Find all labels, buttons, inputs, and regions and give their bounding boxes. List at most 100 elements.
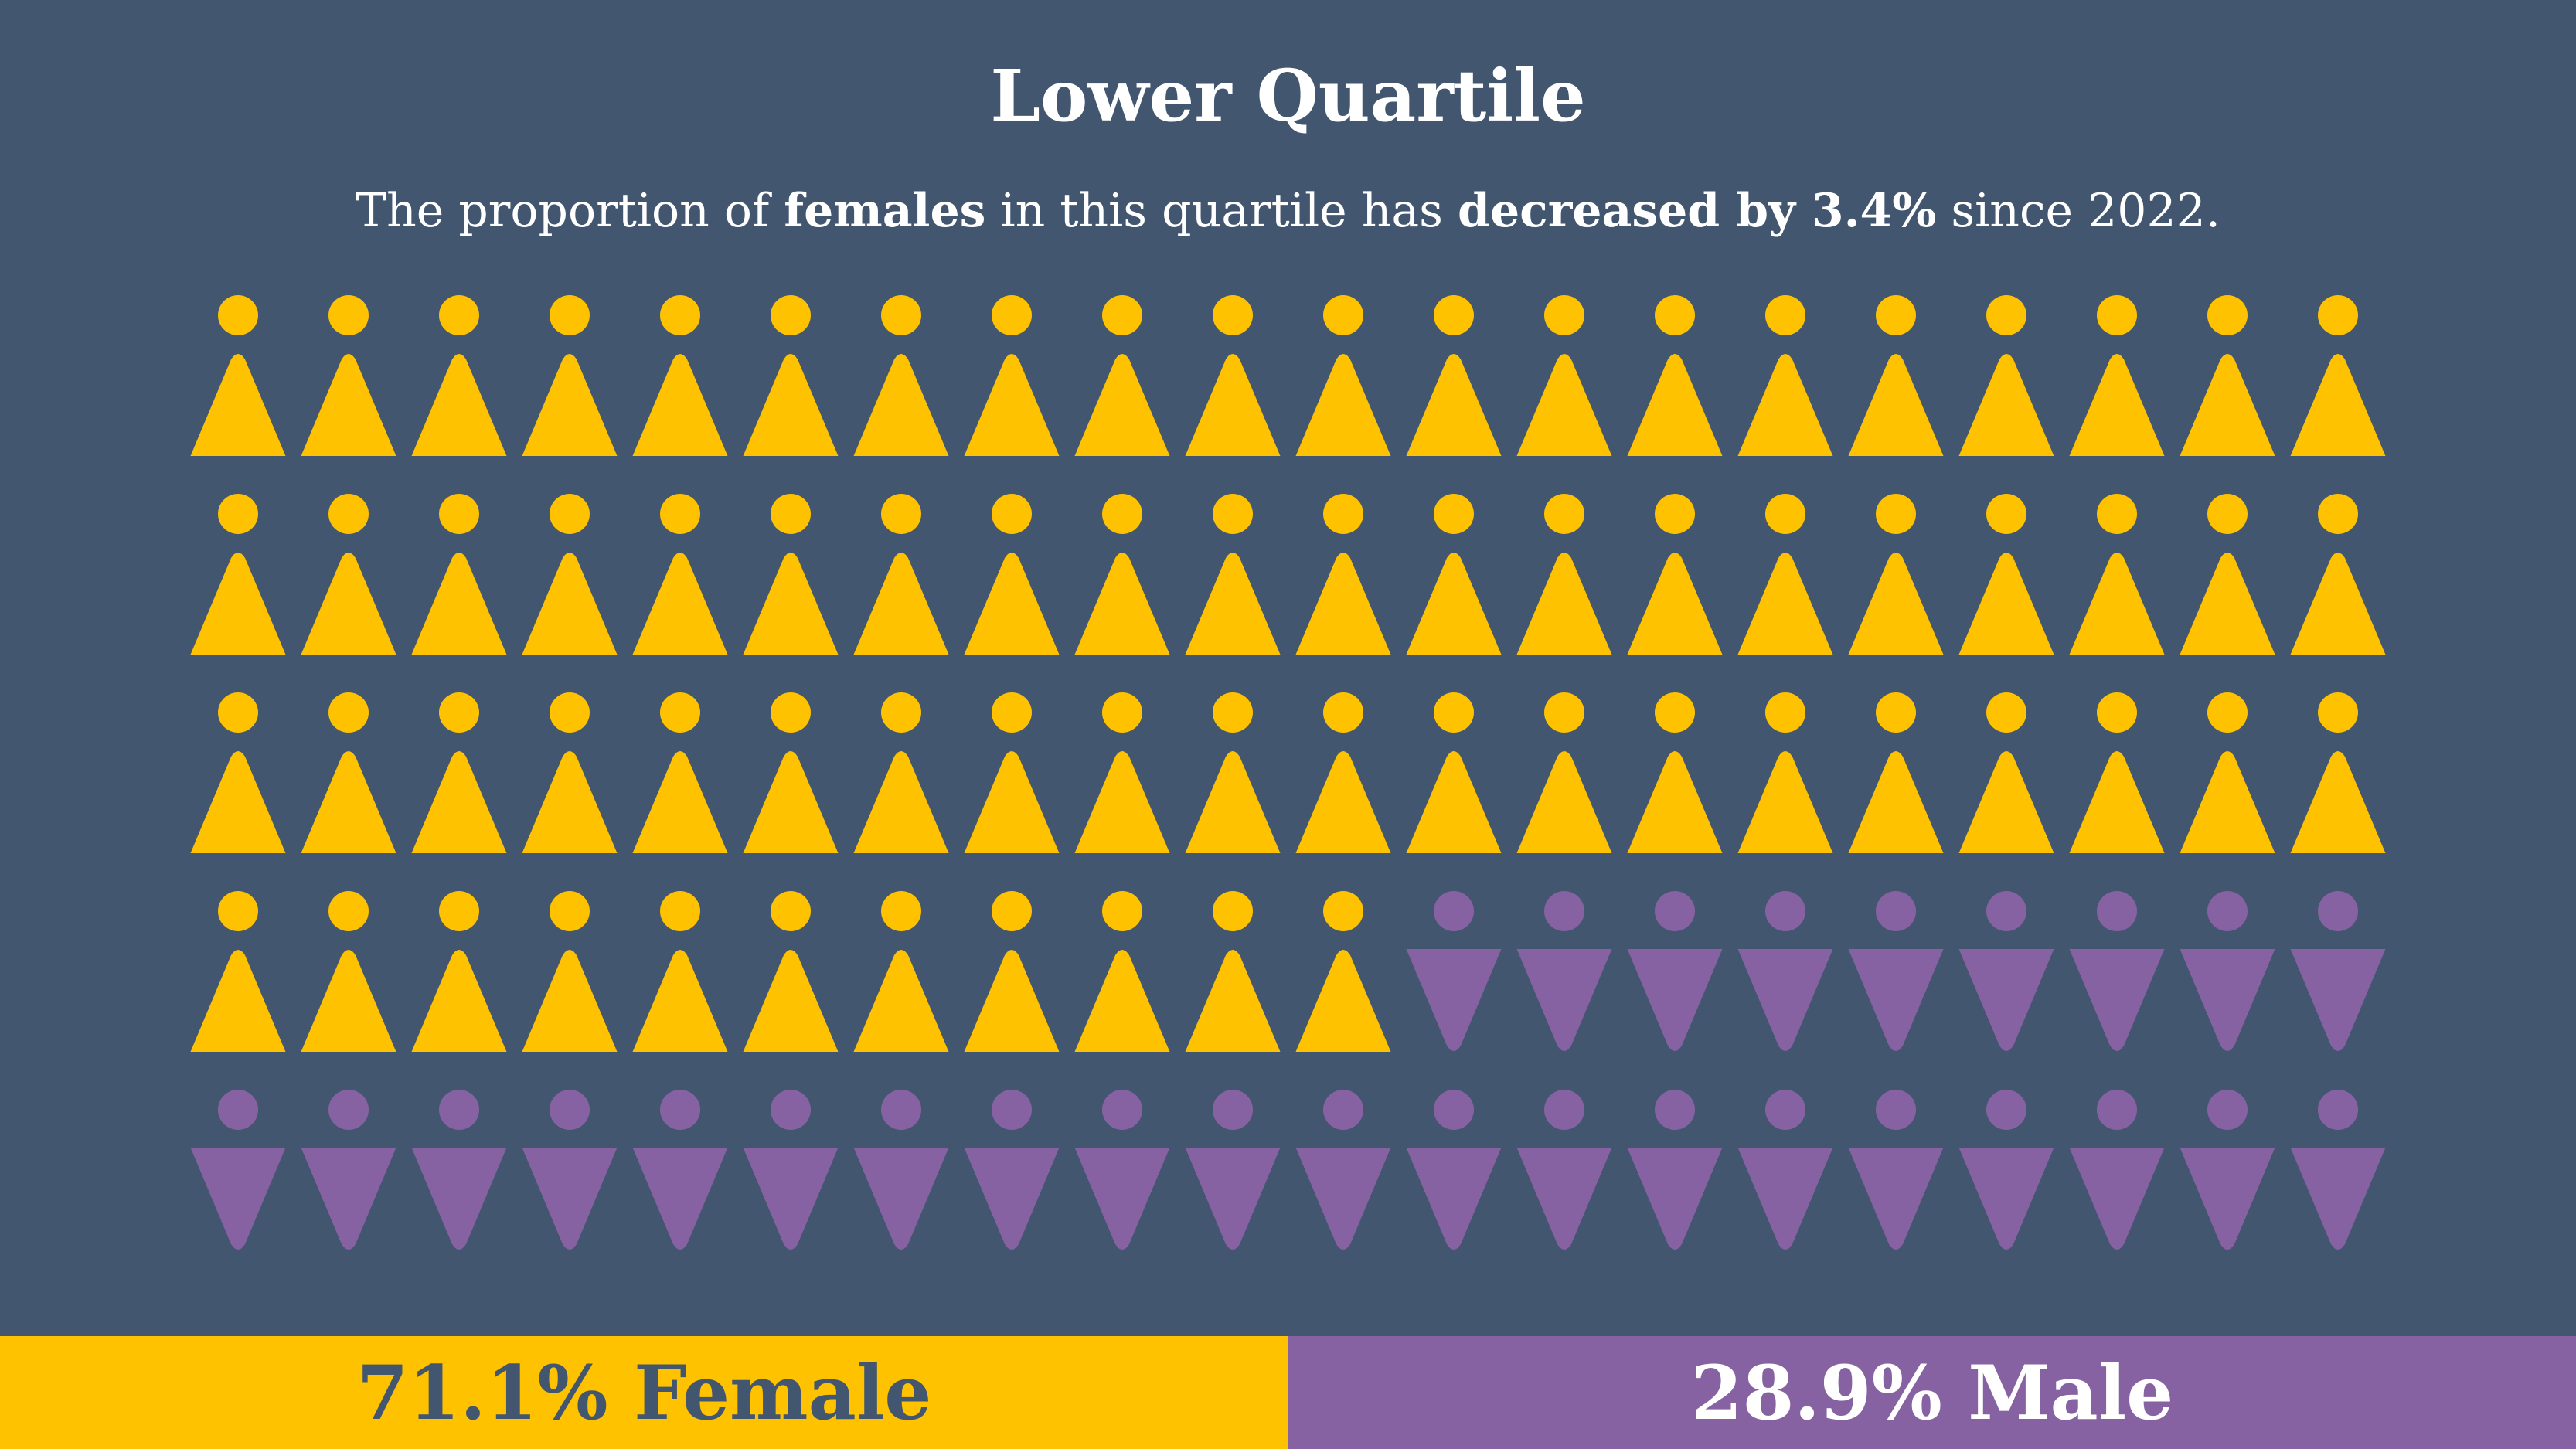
male-figure-icon — [522, 1090, 618, 1250]
figure-head — [218, 494, 258, 534]
female-figure-icon — [411, 692, 507, 853]
figure-head — [1102, 295, 1142, 335]
figure-body — [301, 553, 396, 655]
female-figure-icon — [2069, 692, 2165, 853]
figure-body — [1737, 553, 1833, 655]
figure-head — [1213, 295, 1253, 335]
figure-body — [2180, 1148, 2275, 1250]
figure-body — [964, 354, 1060, 456]
figure-body — [632, 1148, 728, 1250]
figure-body — [1958, 553, 2054, 655]
figure-body — [2069, 751, 2165, 853]
female-figure-icon — [743, 692, 839, 853]
figure-body — [522, 1148, 618, 1250]
female-figure-icon — [2290, 494, 2386, 655]
figure-head — [550, 295, 590, 335]
female-summary-bar: 71.1% Female — [0, 1336, 1288, 1449]
figure-body — [190, 553, 286, 655]
female-figure-icon — [1848, 494, 1944, 655]
figure-body — [190, 751, 286, 853]
figure-body — [1737, 1148, 1833, 1250]
female-figure-icon — [301, 295, 396, 456]
figure-body — [411, 751, 507, 853]
figure-head — [1434, 1090, 1474, 1130]
figure-head — [1213, 692, 1253, 733]
figure-body — [2180, 354, 2275, 456]
figure-body — [964, 1148, 1060, 1250]
figure-body — [1848, 949, 1944, 1051]
figure-body — [964, 950, 1060, 1052]
female-summary-label: 71.1% Female — [356, 1349, 932, 1437]
figure-body — [1295, 950, 1391, 1052]
figure-head — [2207, 494, 2248, 534]
figure-body — [411, 950, 507, 1052]
figure-head — [771, 692, 811, 733]
female-figure-icon — [1627, 295, 1723, 456]
figure-body — [1074, 553, 1170, 655]
figure-body — [301, 950, 396, 1052]
figure-head — [1655, 692, 1695, 733]
female-figure-icon — [2290, 295, 2386, 456]
female-figure-icon — [522, 891, 618, 1052]
female-figure-icon — [1295, 494, 1391, 655]
female-figure-icon — [411, 891, 507, 1052]
figure-body — [853, 751, 949, 853]
figure-body — [301, 751, 396, 853]
figure-head — [992, 494, 1032, 534]
figure-head — [1765, 891, 1805, 931]
figure-head — [1876, 1090, 1916, 1130]
figure-head — [2318, 494, 2358, 534]
female-figure-icon — [2290, 692, 2386, 853]
figure-body — [632, 354, 728, 456]
figure-head — [1102, 494, 1142, 534]
female-figure-icon — [1295, 891, 1391, 1052]
figure-body — [853, 1148, 949, 1250]
figure-head — [660, 891, 700, 931]
figure-body — [1406, 1148, 1502, 1250]
figure-head — [881, 1090, 921, 1130]
female-figure-icon — [964, 891, 1060, 1052]
figure-body — [1627, 1148, 1723, 1250]
figure-body — [1074, 354, 1170, 456]
female-figure-icon — [301, 494, 396, 655]
male-figure-icon — [853, 1090, 949, 1250]
figure-body — [2290, 553, 2386, 655]
figure-body — [1958, 751, 2054, 853]
figure-body — [522, 354, 618, 456]
subtitle-bold: females — [784, 184, 986, 238]
female-figure-icon — [1516, 295, 1612, 456]
figure-body — [1516, 354, 1612, 456]
figure-body — [2069, 949, 2165, 1051]
female-figure-icon — [1185, 295, 1281, 456]
figure-body — [522, 553, 618, 655]
female-figure-icon — [411, 295, 507, 456]
female-figure-icon — [1074, 891, 1170, 1052]
figure-head — [771, 494, 811, 534]
female-figure-icon — [632, 295, 728, 456]
female-figure-icon — [1406, 494, 1502, 655]
female-figure-icon — [1848, 295, 1944, 456]
figure-head — [881, 494, 921, 534]
figure-body — [2290, 1148, 2386, 1250]
female-figure-icon — [190, 494, 286, 655]
female-figure-icon — [1074, 494, 1170, 655]
male-figure-icon — [743, 1090, 839, 1250]
female-figure-icon — [1737, 692, 1833, 853]
figure-head — [328, 692, 369, 733]
figure-head — [1544, 295, 1584, 335]
figure-body — [1295, 1148, 1391, 1250]
figure-body — [1737, 354, 1833, 456]
figure-body — [411, 354, 507, 456]
female-figure-icon — [1185, 891, 1281, 1052]
figure-head — [1986, 1090, 2026, 1130]
male-figure-icon — [2290, 891, 2386, 1051]
female-figure-icon — [1185, 692, 1281, 853]
figure-body — [1406, 949, 1502, 1051]
female-figure-icon — [1074, 295, 1170, 456]
male-figure-icon — [1295, 1090, 1391, 1250]
figure-body — [1516, 1148, 1612, 1250]
figure-head — [328, 891, 369, 931]
female-figure-icon — [853, 494, 949, 655]
figure-head — [550, 891, 590, 931]
